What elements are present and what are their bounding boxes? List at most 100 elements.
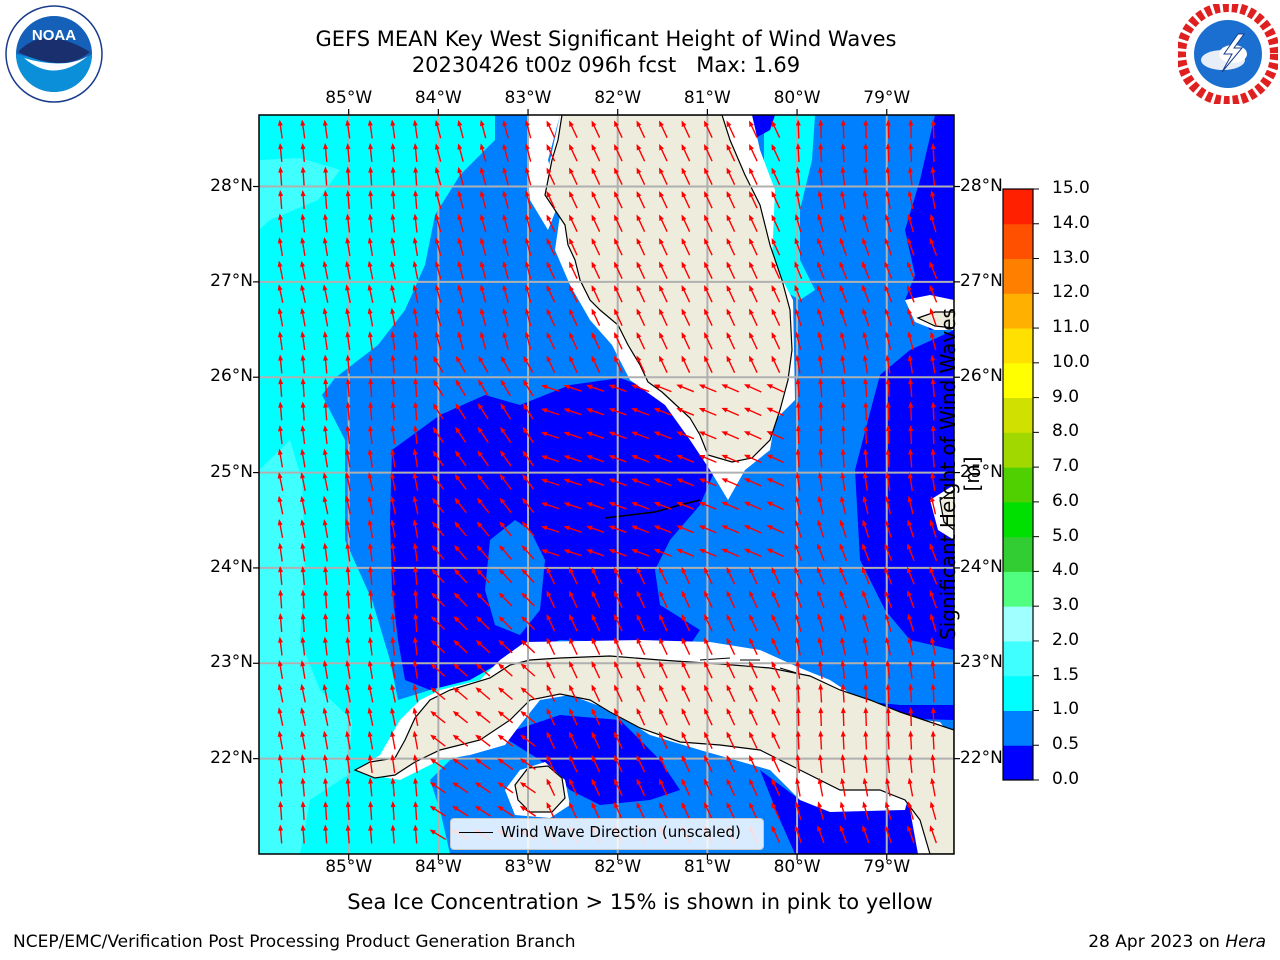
map-frame (258, 114, 955, 855)
wave-direction-arrow (322, 448, 329, 468)
wave-direction-arrow (524, 331, 532, 350)
wave-direction-arrow (862, 308, 870, 327)
wave-direction-arrow (681, 284, 691, 303)
wave-direction-arrow (390, 683, 396, 703)
wave-band-blue (855, 330, 954, 650)
wave-direction-arrow (345, 284, 351, 303)
wave-direction-arrow (840, 378, 846, 398)
wave-direction-arrow (345, 801, 351, 821)
wave-direction-arrow (608, 455, 627, 463)
wave-direction-arrow (345, 307, 351, 327)
wave-direction-arrow (749, 355, 758, 373)
wave-direction-arrow (569, 660, 578, 679)
wave-direction-arrow (523, 355, 534, 373)
wave-direction-arrow (521, 521, 535, 537)
wave-direction-arrow (614, 778, 623, 796)
wave-direction-arrow (498, 663, 513, 677)
wave-direction-arrow (681, 237, 691, 256)
wave-direction-arrow (278, 801, 284, 821)
wave-direction-arrow (413, 166, 419, 186)
wave-direction-arrow (546, 778, 556, 796)
wave-direction-arrow (300, 307, 306, 327)
wave-direction-arrow (930, 190, 936, 209)
wave-direction-arrow (704, 284, 713, 303)
wave-direction-arrow (390, 425, 396, 445)
wave-direction-arrow (474, 805, 492, 817)
wave-direction-arrow (524, 143, 532, 162)
wave-direction-arrow (743, 525, 762, 534)
wave-direction-arrow (455, 426, 467, 443)
wave-direction-arrow (563, 549, 582, 557)
wave-direction-arrow (367, 660, 374, 679)
wave-direction-arrow (704, 778, 713, 796)
wave-direction-arrow (681, 660, 691, 679)
wave-direction-arrow (794, 825, 803, 844)
wave-direction-arrow (390, 754, 396, 774)
wave-direction-arrow (412, 730, 419, 750)
wave-direction-arrow (455, 403, 467, 420)
wave-direction-arrow (367, 707, 374, 726)
wave-direction-arrow (591, 167, 601, 185)
wave-direction-arrow (743, 501, 762, 511)
wave-direction-arrow (478, 379, 489, 397)
wave-direction-arrow (840, 730, 846, 750)
colorbar-segment (1003, 397, 1033, 433)
wave-direction-arrow (749, 331, 758, 350)
wave-direction-arrow (477, 474, 490, 490)
wave-direction-arrow (434, 284, 442, 303)
wave-direction-arrow (569, 261, 578, 279)
wave-direction-arrow (541, 384, 560, 392)
wave-direction-arrow (502, 237, 509, 256)
wave-direction-arrow (454, 497, 467, 514)
wave-direction-arrow (839, 213, 847, 233)
wave-direction-arrow (429, 782, 446, 794)
wave-direction-arrow (277, 542, 283, 562)
wave-direction-arrow (726, 660, 736, 679)
wave-direction-arrow (368, 143, 374, 163)
wave-direction-arrow (636, 590, 646, 608)
wave-direction-arrow (586, 455, 605, 463)
wave-direction-arrow (726, 143, 736, 162)
wave-direction-arrow (367, 307, 374, 327)
wave-direction-arrow (322, 260, 329, 280)
wave-direction-arrow (929, 825, 938, 844)
wave-direction-arrow (636, 167, 646, 185)
wave-direction-arrow (591, 120, 601, 138)
wave-direction-arrow (368, 166, 374, 186)
wave-direction-arrow (591, 660, 601, 679)
lat-label-right: 23°N (960, 652, 1003, 673)
wave-direction-arrow (907, 801, 914, 820)
wave-direction-arrow (452, 758, 469, 771)
wave-direction-arrow (929, 801, 937, 820)
wave-direction-arrow (454, 474, 467, 490)
wave-direction-arrow (522, 426, 534, 443)
lon-label-bottom: 79°W (863, 857, 911, 877)
wave-direction-arrow (322, 636, 328, 656)
wave-direction-arrow (390, 730, 396, 750)
wave-direction-arrow (930, 119, 936, 139)
wave-direction-arrow (546, 167, 556, 185)
wave-direction-arrow (300, 613, 306, 633)
wave-direction-arrow (659, 331, 668, 350)
wave-direction-arrow (278, 777, 284, 797)
wave-direction-arrow (345, 378, 351, 398)
wave-direction-arrow (681, 731, 691, 749)
wave-direction-arrow (749, 778, 758, 796)
wave-direction-arrow (726, 731, 736, 749)
wave-direction-arrow (681, 143, 691, 162)
wave-direction-arrow (726, 566, 736, 585)
wave-direction-arrow (367, 542, 373, 562)
wave-direction-arrow (704, 167, 713, 185)
wave-direction-arrow (839, 566, 848, 585)
wave-direction-arrow (479, 284, 487, 303)
wave-direction-arrow (885, 495, 892, 515)
land-cuba (353, 655, 954, 854)
wave-direction-arrow (546, 613, 556, 632)
wave-direction-arrow (277, 636, 283, 656)
wave-direction-arrow (390, 284, 396, 303)
wave-direction-arrow (862, 472, 868, 492)
wave-direction-arrow (412, 542, 418, 562)
wave-direction-arrow (323, 801, 329, 821)
wave-direction-arrow (930, 472, 936, 492)
wave-direction-arrow (817, 261, 825, 280)
